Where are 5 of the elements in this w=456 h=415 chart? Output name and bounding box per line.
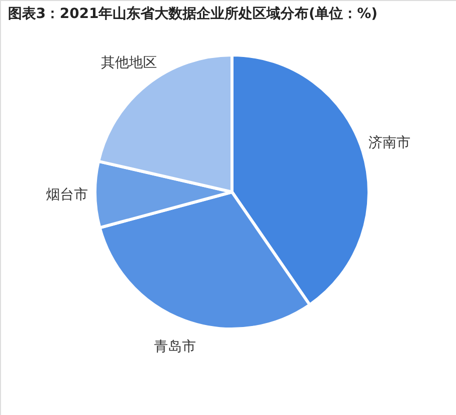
slice-label: 济南市 [368,134,411,151]
slice-label: 其他地区 [101,54,158,71]
slice-label: 烟台市 [46,187,88,204]
slice-label: 青岛市 [154,338,196,355]
chart-title: 图表3：2021年山东省大数据企业所处区域分布(单位：%) [8,5,378,22]
